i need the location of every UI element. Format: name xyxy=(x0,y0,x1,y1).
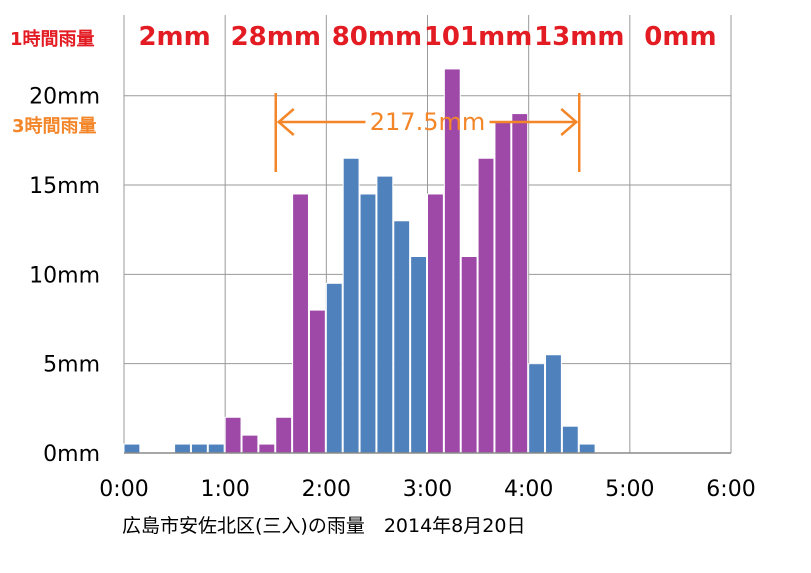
y-tick-label: 10mm xyxy=(29,263,100,288)
hourly-total-label: 2mm xyxy=(138,22,210,52)
y-axis-tick-labels: 0mm 5mm 10mm 15mm 20mm xyxy=(29,85,100,467)
x-tick-label: 0:00 xyxy=(99,477,148,502)
x-tick-label: 2:00 xyxy=(302,477,351,502)
bar xyxy=(224,416,242,454)
range-arrowhead-right xyxy=(560,108,579,136)
range-arrowhead-left xyxy=(276,108,295,136)
x-tick-label: 3:00 xyxy=(403,477,452,502)
bar xyxy=(578,443,596,454)
hourly-total-label: 13mm xyxy=(534,22,624,52)
chart-caption: 広島市安佐北区(三入)の雨量 2014年8月20日 xyxy=(122,515,525,537)
bar xyxy=(528,363,546,454)
three-hour-total-label: 217.5mm xyxy=(370,108,485,136)
bar xyxy=(410,256,427,454)
x-tick-label: 5:00 xyxy=(605,477,654,502)
bar xyxy=(190,443,208,454)
x-tick-label: 1:00 xyxy=(200,477,249,502)
y-tick-label: 20mm xyxy=(29,85,100,110)
y-tick-label: 15mm xyxy=(29,174,100,199)
bar xyxy=(359,193,377,454)
hourly-total-label: 0mm xyxy=(644,22,716,52)
bar xyxy=(308,309,326,454)
bar xyxy=(258,443,276,454)
x-axis-tick-labels: 0:00 1:00 2:00 3:00 4:00 5:00 6:00 xyxy=(99,477,755,502)
bar xyxy=(393,220,411,454)
hourly-total-label: 101mm xyxy=(424,22,532,52)
three-hour-rainfall-label: 3時間雨量 xyxy=(12,115,97,137)
bar xyxy=(494,122,512,454)
bar xyxy=(241,434,259,454)
y-tick-label: 0mm xyxy=(43,442,100,467)
bar xyxy=(342,157,360,454)
bar xyxy=(292,193,309,454)
chart-gridlines xyxy=(123,15,732,453)
bar xyxy=(477,157,495,454)
hourly-total-label: 80mm xyxy=(332,22,422,52)
bar xyxy=(275,416,293,454)
y-tick-label: 5mm xyxy=(43,353,100,378)
bar xyxy=(376,175,394,454)
hourly-total-label: 28mm xyxy=(231,22,321,52)
bar xyxy=(325,282,343,454)
x-tick-label: 4:00 xyxy=(504,477,553,502)
bar xyxy=(174,443,191,454)
bar xyxy=(545,354,562,454)
chart-bars xyxy=(123,68,596,454)
bar xyxy=(460,256,478,454)
x-tick-label: 6:00 xyxy=(706,477,755,502)
bar xyxy=(511,113,529,454)
bar xyxy=(207,443,225,454)
hourly-totals-row: 1時間雨量 2mm 28mm 80mm 101mm 13mm 0mm xyxy=(10,22,717,52)
three-hour-rainfall-annotation: 3時間雨量 217.5mm xyxy=(12,93,581,172)
bar xyxy=(123,443,141,454)
hourly-rainfall-label: 1時間雨量 xyxy=(10,28,95,50)
bar xyxy=(427,193,444,454)
bar xyxy=(561,425,579,454)
